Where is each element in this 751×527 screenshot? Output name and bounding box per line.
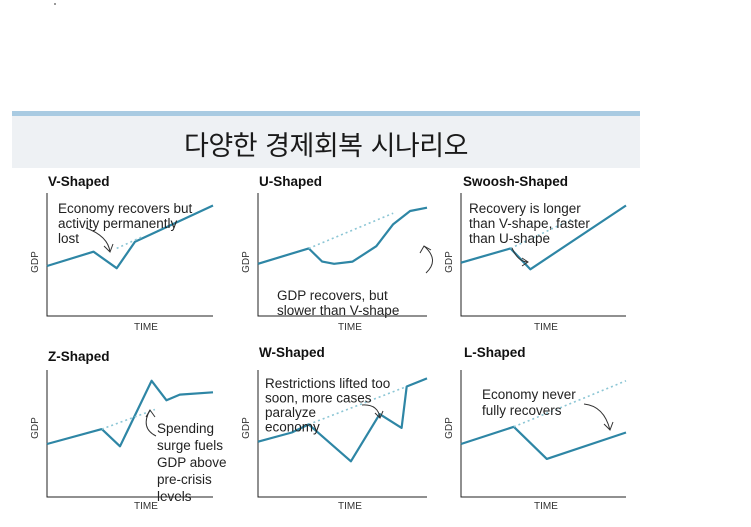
w-shaped-annotation-arrow	[361, 404, 381, 419]
swoosh-shaped-arrow-head	[521, 257, 529, 267]
l-shaped-annotation-line: Economy never	[482, 387, 576, 402]
swoosh-shaped-annotation-line: than U-shape	[469, 231, 550, 246]
l-shaped-y-axis-label: GDP	[444, 417, 455, 439]
u-shaped-panel-title: U-Shaped	[259, 174, 322, 189]
z-shaped-annotation-line: GDP above	[157, 455, 227, 470]
w-shaped-x-axis-label: TIME	[338, 501, 362, 512]
v-shaped-annotation-line: activity permanently	[58, 216, 178, 231]
u-shaped-arrow-head	[419, 245, 432, 254]
swoosh-shaped-panel-title: Swoosh-Shaped	[463, 174, 568, 189]
header-rule	[12, 111, 640, 116]
v-shaped-trend-line	[116, 235, 144, 250]
v-shaped-x-axis-label: TIME	[134, 322, 158, 333]
swoosh-shaped-gdp-line	[460, 204, 627, 271]
z-shaped-annotation-line: pre-crisis	[157, 472, 212, 487]
w-shaped-y-axis-label: GDP	[241, 417, 252, 439]
z-shaped-axes	[46, 370, 213, 498]
v-shaped-annotation-arrow	[85, 227, 111, 253]
l-shaped-panel-title: L-Shaped	[464, 345, 526, 360]
v-shaped-axes	[46, 193, 213, 317]
swoosh-shaped-annotation-line: than V-shape, faster	[469, 216, 590, 231]
w-shaped-gdp-line	[257, 377, 428, 463]
z-shaped-x-axis-label: TIME	[134, 501, 158, 512]
z-shaped-gdp-line	[46, 379, 214, 448]
v-shaped-gdp-line	[46, 204, 214, 270]
swoosh-shaped-x-axis-label: TIME	[534, 322, 558, 333]
u-shaped-annotation-arrow	[423, 245, 433, 274]
u-shaped-y-axis-label: GDP	[241, 251, 252, 273]
l-shaped-gdp-line	[460, 425, 627, 460]
w-shaped-panel-title: W-Shaped	[259, 345, 325, 360]
u-shaped-x-axis-label: TIME	[338, 322, 362, 333]
l-shaped-axes	[460, 370, 626, 498]
u-shaped-annotation-line: slower than V-shape	[277, 303, 399, 318]
page-title: 다양한 경제회복 시나리오	[184, 131, 468, 162]
u-shaped-gdp-line	[257, 206, 428, 265]
v-shaped-arrow-head	[103, 243, 114, 253]
w-shaped-annotation-line: paralyze	[265, 405, 316, 420]
v-shaped-annotation-line: lost	[58, 231, 79, 246]
w-shaped-annotation-line: soon, more cases	[265, 391, 372, 406]
swoosh-shaped-annotation-arrow	[511, 247, 529, 263]
v-shaped-panel-title: V-Shaped	[48, 174, 110, 189]
l-shaped-annotation-arrow	[583, 403, 611, 431]
w-shaped-arrow-head	[374, 410, 384, 419]
z-shaped-annotation-line: levels	[157, 489, 192, 504]
w-shaped-annotation-line: economy	[265, 420, 320, 435]
u-shaped-trend-line	[308, 212, 394, 250]
l-shaped-annotation-line: fully recovers	[482, 403, 562, 418]
u-shaped-annotation-line: GDP recovers, but	[277, 288, 388, 303]
w-shaped-axes	[257, 370, 427, 498]
swoosh-shaped-trend-line	[510, 217, 574, 250]
z-shaped-y-axis-label: GDP	[30, 417, 41, 439]
header-band	[12, 116, 640, 168]
z-shaped-annotation-line: Spending	[157, 421, 214, 436]
l-shaped-trend-line	[513, 380, 627, 428]
v-shaped-y-axis-label: GDP	[30, 251, 41, 273]
z-shaped-panel-title: Z-Shaped	[48, 349, 110, 364]
w-shaped-annotation-line: Restrictions lifted too	[265, 376, 390, 391]
v-shaped-annotation-line: Economy recovers but	[58, 201, 193, 216]
u-shaped-axes	[257, 193, 427, 317]
swoosh-shaped-annotation-line: Recovery is longer	[469, 201, 581, 216]
swoosh-shaped-y-axis-label: GDP	[444, 251, 455, 273]
z-shaped-annotation-line: surge fuels	[157, 438, 223, 453]
swoosh-shaped-axes	[460, 193, 626, 317]
z-shaped-arrow-head	[145, 409, 156, 418]
top-dot	[54, 3, 56, 5]
l-shaped-arrow-head	[603, 421, 614, 431]
l-shaped-x-axis-label: TIME	[534, 501, 558, 512]
